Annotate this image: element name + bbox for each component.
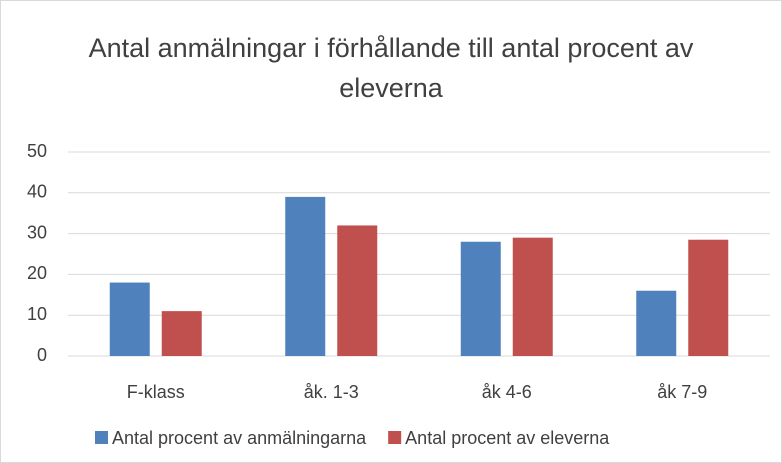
legend-swatch bbox=[388, 431, 402, 444]
bar bbox=[161, 311, 202, 356]
legend-label: Antal procent av eleverna bbox=[405, 428, 610, 448]
x-tick-label: åk 4-6 bbox=[482, 382, 532, 402]
y-tick-label: 50 bbox=[27, 141, 47, 161]
x-tick-label: F-klass bbox=[127, 382, 185, 402]
bar bbox=[512, 237, 553, 356]
legend-swatch bbox=[95, 431, 108, 444]
y-tick-label: 0 bbox=[37, 345, 47, 365]
bar bbox=[337, 225, 378, 356]
bar bbox=[460, 241, 501, 356]
y-tick-label: 30 bbox=[27, 222, 47, 242]
bar bbox=[285, 196, 326, 356]
x-tick-label: åk 7-9 bbox=[657, 382, 707, 402]
y-tick-label: 40 bbox=[27, 182, 47, 202]
bar bbox=[688, 239, 729, 356]
chart-title: Antal anmälningar i förhållande till ant… bbox=[88, 33, 694, 103]
bar bbox=[636, 290, 677, 356]
legend-label: Antal procent av anmälningarna bbox=[112, 428, 367, 448]
y-tick-label: 20 bbox=[27, 263, 47, 283]
bar bbox=[109, 282, 150, 356]
y-tick-label: 10 bbox=[27, 304, 47, 324]
x-tick-label: åk. 1-3 bbox=[304, 382, 359, 402]
